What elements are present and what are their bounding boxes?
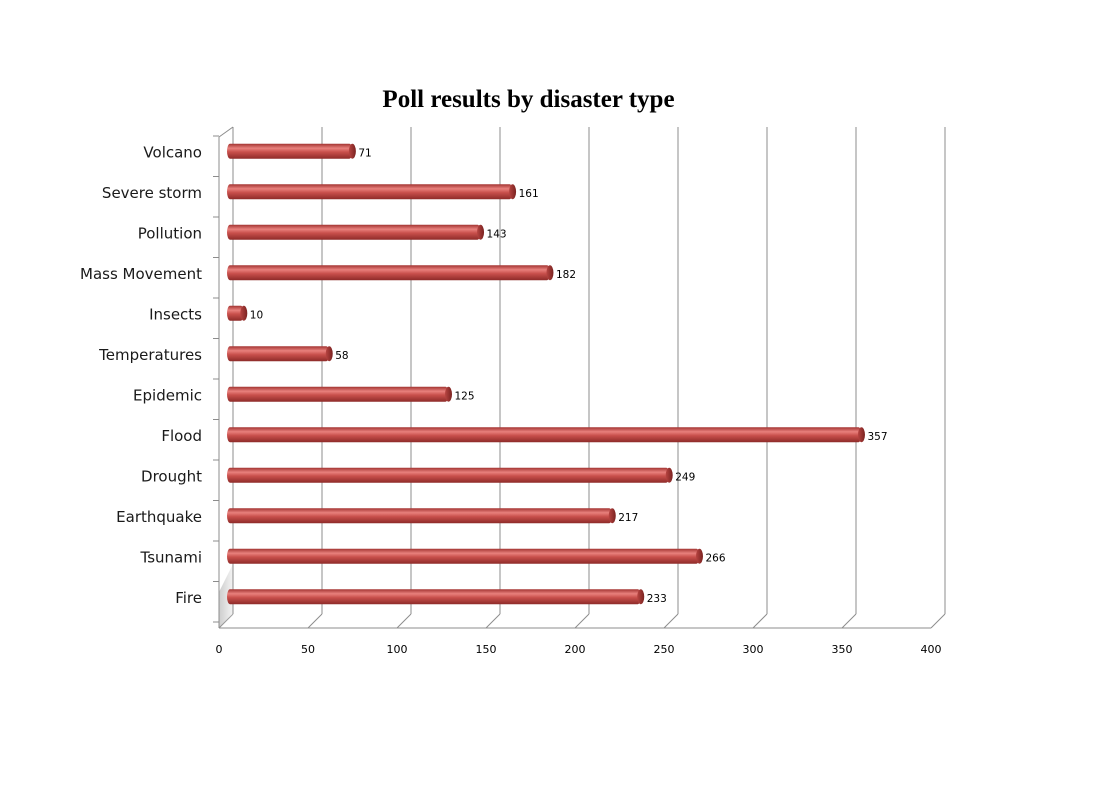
data-label: 249 — [675, 471, 695, 483]
bar — [227, 467, 670, 483]
x-tick-label: 50 — [301, 643, 315, 656]
category-label: Earthquake — [116, 508, 202, 526]
bar — [227, 143, 353, 159]
floor-gridline — [841, 613, 857, 629]
category-label: Volcano — [143, 143, 202, 161]
floor-gridline — [930, 613, 946, 629]
bar-cap — [509, 184, 517, 200]
bar-cap — [546, 265, 554, 281]
data-label: 233 — [647, 593, 667, 605]
category-label: Severe storm — [102, 184, 202, 202]
bar-cap — [445, 386, 452, 402]
bar — [227, 386, 449, 402]
y-axis-top — [218, 126, 234, 138]
bar — [227, 184, 513, 200]
bar-layer — [227, 143, 865, 605]
category-label: Temperatures — [98, 346, 202, 364]
wall-shade — [219, 564, 233, 628]
bar — [227, 346, 330, 362]
data-label: 58 — [335, 350, 348, 362]
data-label: 182 — [556, 269, 576, 281]
bar-cap — [477, 224, 485, 240]
data-label: 143 — [487, 228, 507, 240]
floor-gridline — [307, 613, 323, 629]
bar — [227, 224, 481, 240]
bar — [227, 265, 550, 281]
bar-cap — [695, 548, 703, 564]
floor-gridline — [396, 613, 412, 629]
x-tick-label: 400 — [921, 643, 942, 656]
data-label: 71 — [358, 147, 371, 159]
x-tick-label: 0 — [216, 643, 223, 656]
x-tick-label: 100 — [387, 643, 408, 656]
x-tick-label: 150 — [476, 643, 497, 656]
x-tick-label: 300 — [743, 643, 764, 656]
data-label: 125 — [455, 390, 475, 402]
floor-gridline — [485, 613, 501, 629]
floor-gridline — [574, 613, 590, 629]
grid-layer — [218, 127, 946, 629]
bar-cap — [325, 346, 333, 362]
axis-layer — [213, 126, 931, 629]
bar-cap — [637, 589, 645, 605]
bar-cap — [348, 143, 356, 159]
x-tick-label: 350 — [832, 643, 853, 656]
bar-cap — [240, 305, 248, 321]
bar — [227, 548, 700, 564]
bar — [227, 589, 641, 605]
data-label: 10 — [250, 309, 263, 321]
category-label: Flood — [161, 427, 202, 445]
category-label: Pollution — [138, 224, 202, 242]
bar-cap — [857, 427, 865, 443]
category-label: Mass Movement — [80, 265, 202, 283]
category-label: Insects — [149, 305, 202, 323]
bar — [227, 427, 862, 443]
bar — [227, 508, 613, 524]
bar-cap — [608, 508, 616, 524]
category-label: Drought — [141, 467, 202, 485]
category-label: Fire — [175, 589, 202, 607]
data-label: 161 — [519, 188, 539, 200]
data-label: 357 — [867, 431, 887, 443]
floor-gridline — [663, 613, 679, 629]
bar — [227, 305, 244, 321]
category-label: Tsunami — [140, 548, 202, 566]
x-tick-label: 250 — [654, 643, 675, 656]
bar-cap — [665, 467, 673, 483]
chart-title: Poll results by disaster type — [382, 86, 675, 113]
data-label: 266 — [705, 552, 725, 564]
data-label: 217 — [618, 512, 638, 524]
floor-gridline — [752, 613, 768, 629]
x-tick-label: 200 — [565, 643, 586, 656]
category-label: Epidemic — [133, 386, 202, 404]
label-layer: 0 50 100 150 200 250 300 350 400 Volcano 71 Severe … — [80, 143, 942, 656]
